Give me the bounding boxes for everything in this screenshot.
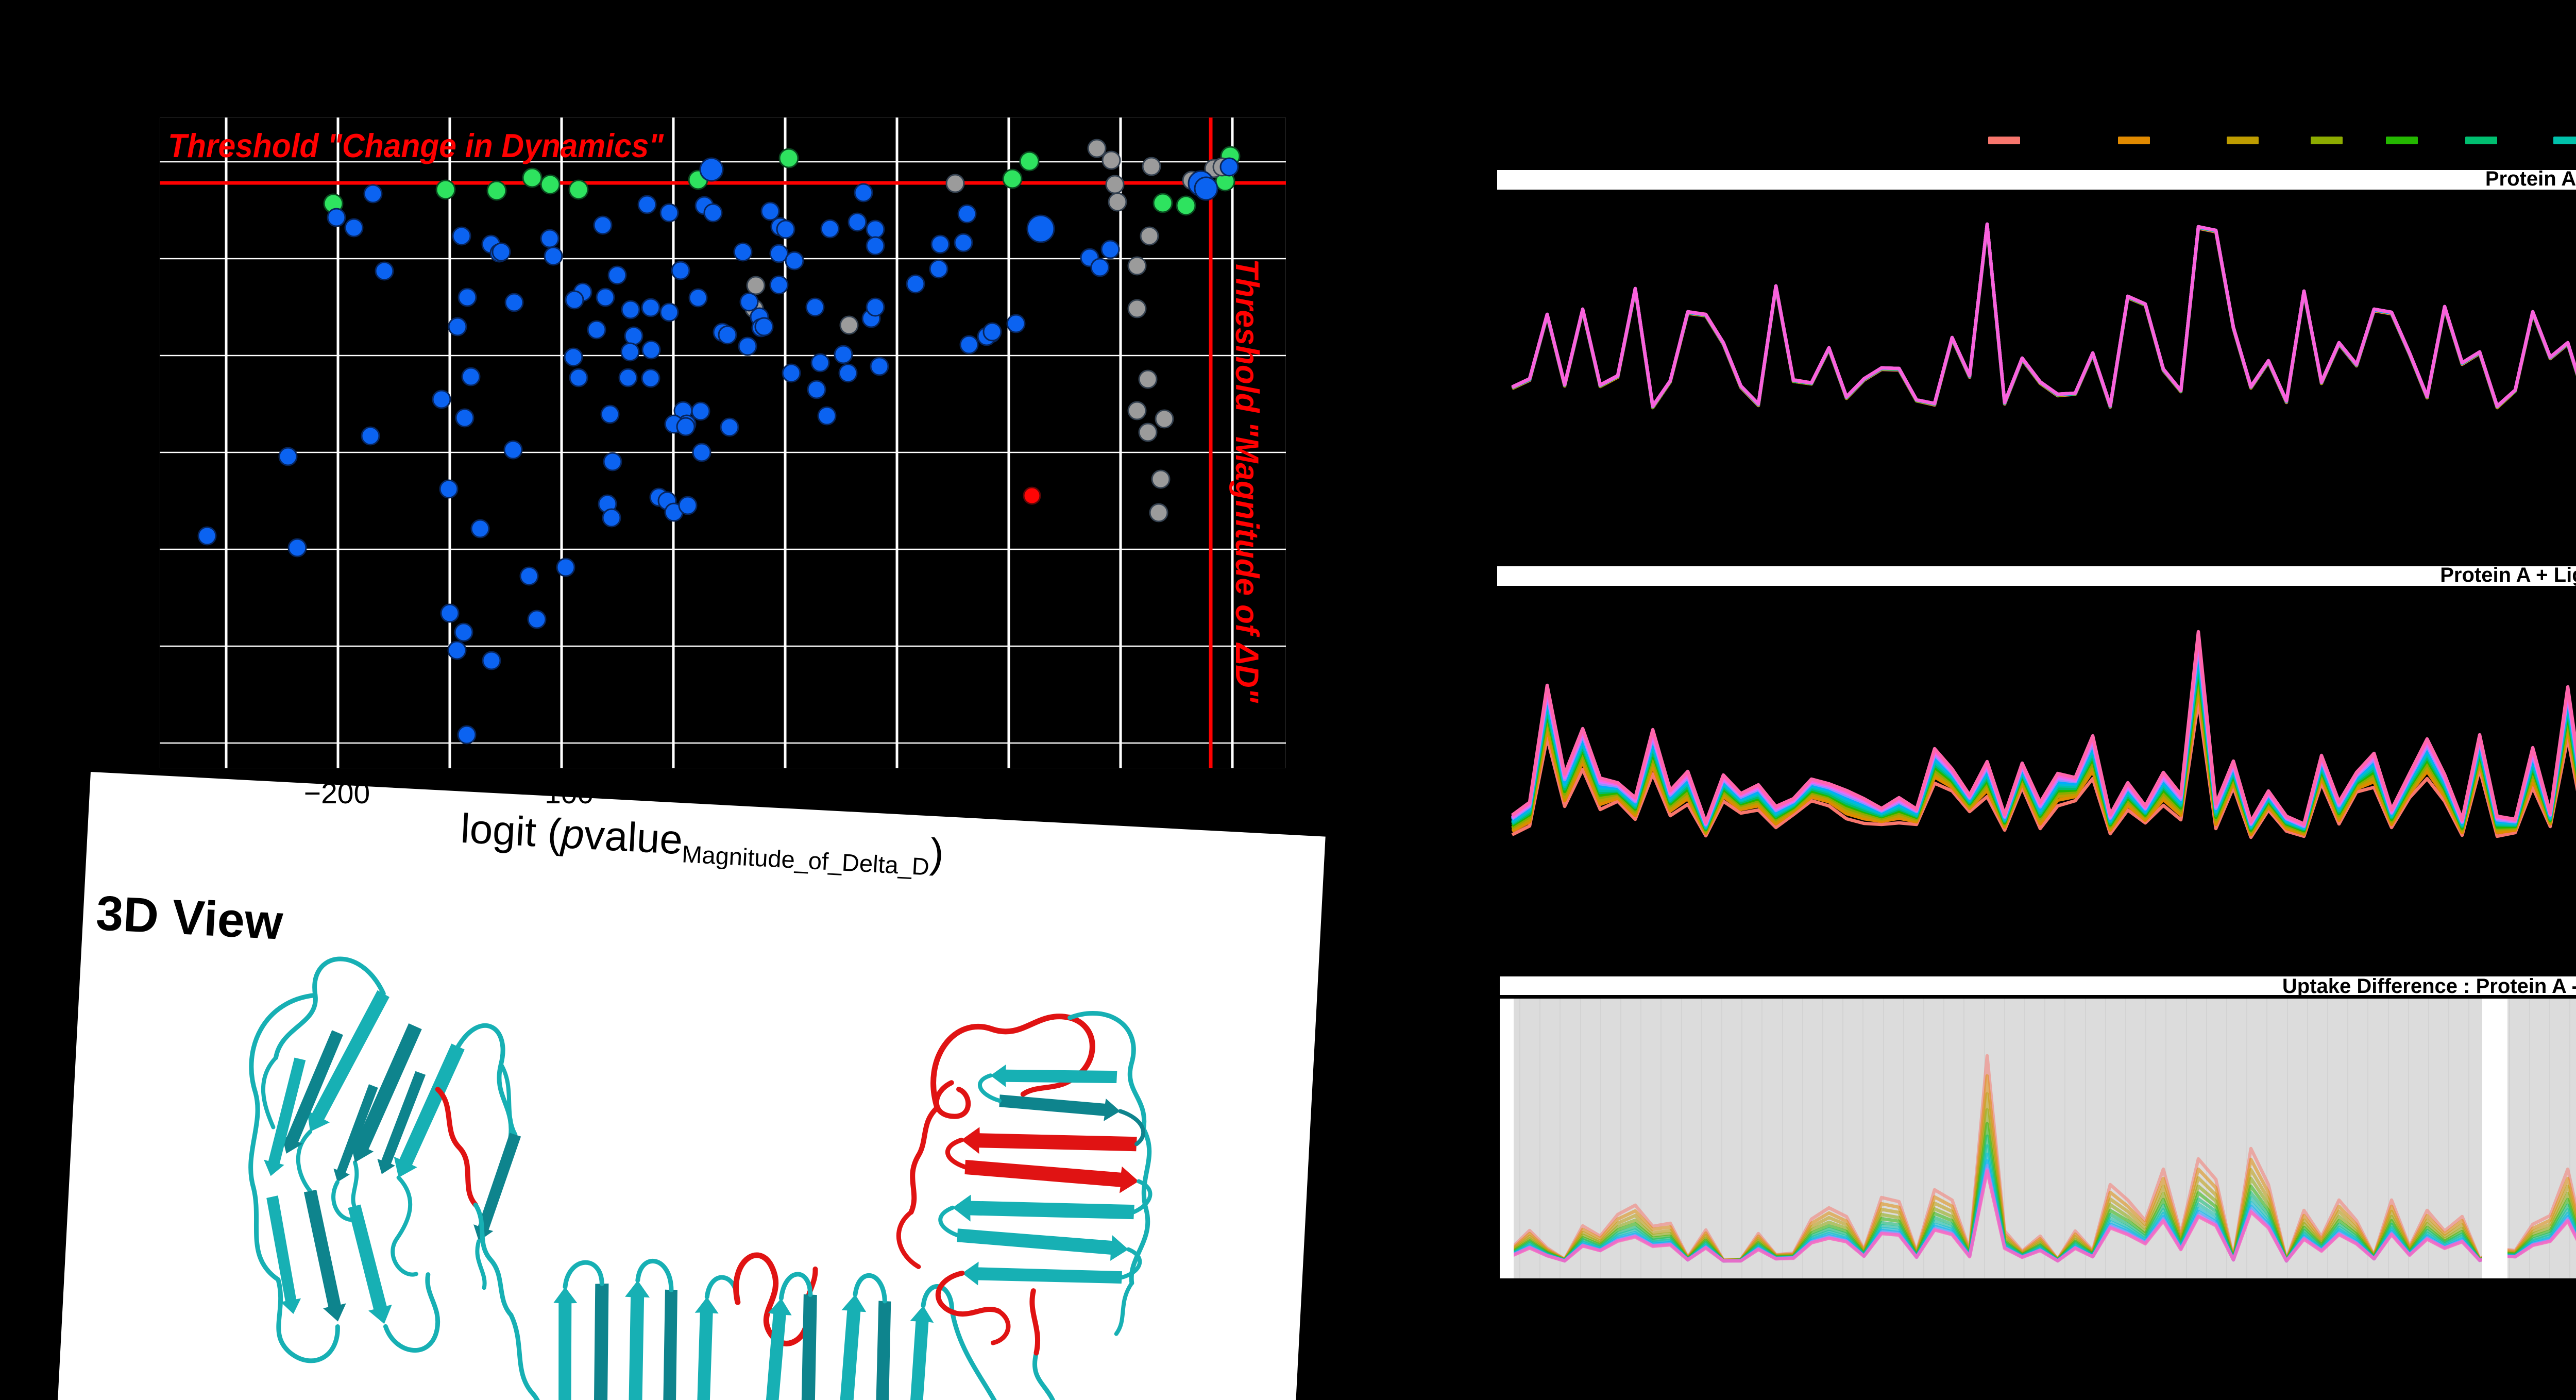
svg-text:Protein A + Ligand: Protein A + Ligand [2440, 564, 2576, 586]
svg-text:Threshold "Change in Dynamics": Threshold "Change in Dynamics" [168, 127, 664, 164]
svg-text:Protein A: Protein A [2485, 167, 2576, 190]
svg-text:Uptake Difference : Protein A: Uptake Difference : Protein A - (Protein… [2282, 975, 2576, 998]
svg-text:−200: −200 [304, 777, 370, 810]
svg-text:3D View: 3D View [95, 886, 285, 950]
svg-text:−100: −100 [528, 777, 594, 810]
svg-text:Threshold "Magnitude of ΔD": Threshold "Magnitude of ΔD" [1229, 259, 1265, 703]
